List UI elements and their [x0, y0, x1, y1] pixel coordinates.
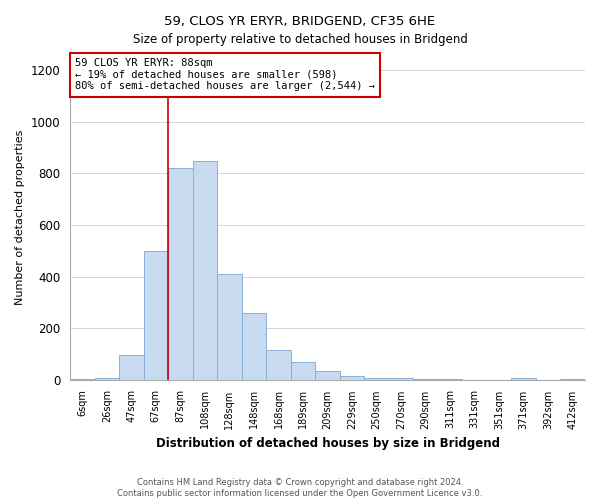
Bar [340, 376, 364, 380]
Bar [193, 160, 217, 380]
Y-axis label: Number of detached properties: Number of detached properties [15, 130, 25, 305]
Bar [70, 379, 95, 380]
Bar [242, 313, 266, 380]
Bar [364, 378, 389, 380]
Bar [315, 370, 340, 380]
Text: 59 CLOS YR ERYR: 88sqm
← 19% of detached houses are smaller (598)
80% of semi-de: 59 CLOS YR ERYR: 88sqm ← 19% of detached… [75, 58, 375, 92]
Bar [217, 274, 242, 380]
Bar [291, 362, 315, 380]
Bar [389, 378, 413, 380]
X-axis label: Distribution of detached houses by size in Bridgend: Distribution of detached houses by size … [155, 437, 500, 450]
Text: Contains HM Land Registry data © Crown copyright and database right 2024.
Contai: Contains HM Land Registry data © Crown c… [118, 478, 482, 498]
Text: 59, CLOS YR ERYR, BRIDGEND, CF35 6HE: 59, CLOS YR ERYR, BRIDGEND, CF35 6HE [164, 15, 436, 28]
Bar [266, 350, 291, 380]
Bar [119, 355, 143, 380]
Bar [511, 378, 536, 380]
Bar [95, 378, 119, 380]
Bar [560, 379, 585, 380]
Bar [413, 379, 438, 380]
Bar [143, 252, 168, 380]
Bar [168, 168, 193, 380]
Text: Size of property relative to detached houses in Bridgend: Size of property relative to detached ho… [133, 32, 467, 46]
Bar [438, 379, 463, 380]
